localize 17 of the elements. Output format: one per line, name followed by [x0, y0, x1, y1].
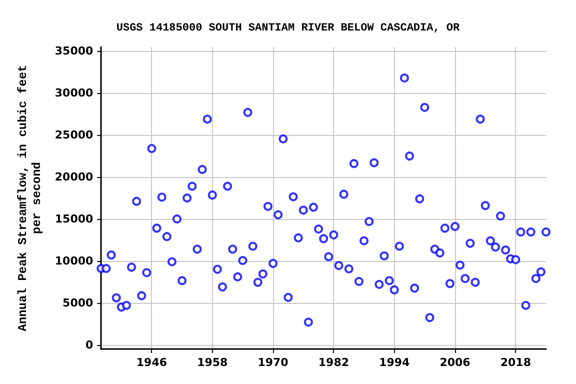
- y-axis-title: Annual Peak Streamflow, in cubic feet per second: [16, 64, 44, 332]
- chart-title: USGS 14185000 SOUTH SANTIAM RIVER BELOW CASCADIA, OR: [116, 22, 460, 34]
- x-tick-label: 2018: [500, 356, 531, 369]
- x-tick-label: 1970: [258, 356, 289, 369]
- x-tick-label: 1946: [136, 356, 168, 369]
- y-tick-label: 0: [86, 338, 94, 352]
- y-tick-label: 35000: [54, 44, 94, 58]
- y-tick-label: 15000: [54, 212, 94, 226]
- x-tick-label: 2006: [440, 356, 471, 369]
- y-tick-label: 30000: [54, 86, 94, 100]
- y-tick-label: 5000: [62, 296, 94, 310]
- y-tick-label: 25000: [54, 128, 94, 142]
- y-tick-label: 10000: [54, 254, 94, 268]
- x-tick-label: 1958: [197, 356, 228, 369]
- y-tick-label: 20000: [54, 170, 94, 184]
- x-tick-label: 1994: [379, 356, 410, 369]
- x-tick-label: 1982: [318, 356, 350, 369]
